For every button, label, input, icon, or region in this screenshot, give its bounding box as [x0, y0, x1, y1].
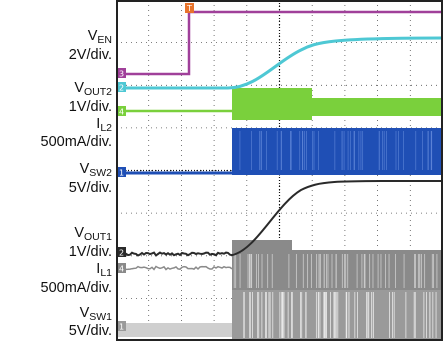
trace-il2-burst — [232, 88, 312, 120]
trace-il1-idle — [116, 265, 233, 271]
ch-vout2-scale: 1V/div. — [68, 99, 112, 115]
ch-vsw1-name: VSW1 — [79, 305, 112, 323]
marker-box-sw2 — [117, 167, 126, 177]
channel-labels: VEN 2V/div. VOUT2 1V/div. IL2 500mA/div.… — [0, 0, 116, 341]
trace-vsw1-idle — [116, 323, 232, 337]
ch-ven-scale: 2V/div. — [68, 47, 112, 63]
marker-box-out1 — [117, 247, 126, 257]
ch-vout1-name: VOUT1 — [74, 225, 112, 243]
ch-il1-name: IL1 — [96, 261, 112, 279]
trace-vsw2-band — [232, 128, 443, 175]
marker-label-en: 3 — [119, 70, 124, 79]
trigger-marker-box — [185, 3, 194, 13]
ch-il1-scale: 500mA/div. — [40, 280, 112, 296]
ch-ven-name: VEN — [87, 28, 112, 46]
marker-label-l2: 4 — [119, 108, 124, 117]
traces — [116, 10, 443, 339]
marker-box-l1 — [117, 263, 126, 273]
channel-markers: 3 2 4 1 2 4 1 T — [117, 3, 194, 332]
marker-label-out2: 2 — [119, 84, 124, 93]
ch-vout2-name: VOUT2 — [74, 80, 112, 98]
marker-label-out1: 2 — [119, 249, 124, 258]
trigger-marker-label: T — [186, 4, 192, 13]
ch-vsw1-scale: 5V/div. — [68, 323, 112, 339]
marker-label-sw2: 1 — [119, 169, 124, 178]
oscilloscope-plot: 3 2 4 1 2 4 1 T — [116, 0, 443, 341]
trace-il2-band — [312, 98, 443, 116]
marker-label-l1: 4 — [119, 265, 124, 274]
marker-box-l2 — [117, 106, 126, 116]
trace-il1-peak — [232, 240, 292, 254]
marker-label-sw1: 1 — [119, 323, 124, 332]
marker-box-sw1 — [117, 321, 126, 331]
ch-vsw2-name: VSW2 — [79, 161, 112, 179]
trace-vout2 — [116, 36, 443, 90]
plot-frame — [116, 0, 443, 341]
ch-vsw2-scale: 5V/div. — [68, 180, 112, 196]
marker-box-en — [117, 68, 126, 78]
ch-il2-name: IL2 — [96, 116, 112, 134]
trace-il1-band — [232, 250, 443, 290]
ch-il2-scale: 500mA/div. — [40, 134, 112, 150]
marker-box-out2 — [117, 82, 126, 92]
ch-vout1-scale: 1V/div. — [68, 244, 112, 260]
trace-ven — [116, 10, 443, 76]
trace-vout1 — [116, 179, 443, 257]
